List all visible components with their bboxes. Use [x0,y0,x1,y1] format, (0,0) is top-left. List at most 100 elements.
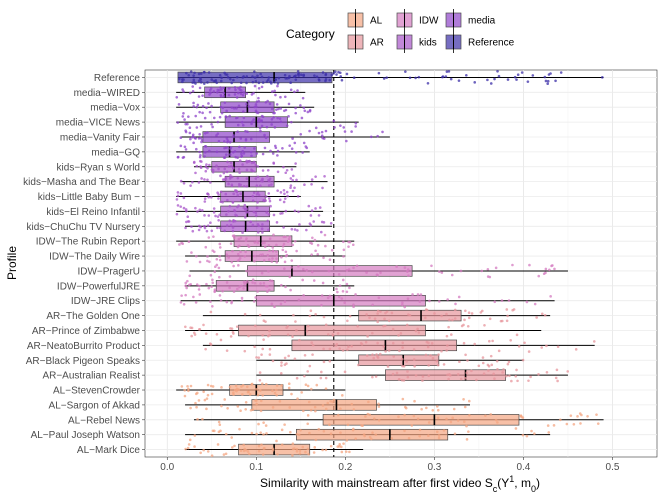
data-point [305,228,308,232]
data-point [305,268,309,272]
data-point [257,81,261,85]
data-point [195,405,198,409]
data-point [525,434,529,438]
data-point [186,384,189,388]
data-point [276,189,279,192]
data-point [260,119,264,122]
data-point [345,139,348,143]
data-point [514,375,518,378]
data-point [412,348,416,351]
data-point [213,270,217,274]
data-point [216,132,220,135]
data-point [184,148,188,151]
data-point [509,338,512,342]
data-point [272,213,276,217]
data-point [514,427,518,430]
x-axis-title-close: ) [536,476,540,490]
data-point [267,213,271,216]
data-point [317,214,321,217]
data-point [204,165,208,169]
data-point [433,312,436,315]
data-point [206,178,209,182]
data-point [416,327,419,331]
data-point [545,370,549,374]
data-point [431,408,435,412]
data-point [198,208,202,212]
data-point [229,223,233,227]
data-point [203,398,207,402]
data-point [576,415,579,418]
data-point [251,278,255,282]
data-point [189,137,192,141]
data-point [343,301,346,305]
data-point [424,316,427,320]
data-point [179,205,183,208]
data-point [243,207,247,211]
data-point [215,90,219,94]
data-point [377,296,381,300]
data-point [420,407,423,411]
data-point [306,447,310,451]
box [202,131,271,143]
data-point [260,75,264,79]
data-point [437,434,441,437]
y-tick-label: AR−NeatoBurrito Product [27,341,140,352]
data-point [195,105,199,109]
data-point [210,196,213,199]
data-point [268,249,271,252]
data-point [479,311,483,314]
data-point [242,443,246,447]
data-point [546,79,550,83]
data-point [348,450,351,454]
data-point [401,301,404,305]
data-point [202,70,206,74]
data-point [430,264,433,268]
data-point [249,137,253,141]
data-point [341,278,345,282]
plot-panel [144,69,658,458]
data-point [283,73,287,77]
data-point [367,400,370,404]
data-point [270,279,274,283]
data-point [228,177,232,180]
data-point [313,446,317,449]
data-point [240,152,243,156]
data-point [254,177,258,180]
data-point [339,75,343,78]
data-point [182,302,186,306]
data-point [261,347,265,351]
data-point [197,95,201,98]
data-point [486,268,490,271]
data-point [222,140,226,143]
data-point [177,103,181,106]
data-point [533,302,537,306]
data-point [206,81,209,84]
data-point [507,360,511,364]
data-point [287,102,291,106]
data-point [371,303,374,307]
data-point [244,407,247,411]
data-point [251,281,254,284]
data-point [391,372,395,376]
data-point [327,333,330,336]
data-point [244,216,247,219]
data-point [250,154,253,158]
data-point [235,214,239,217]
data-point [344,450,348,453]
data-point [253,254,257,258]
data-point [261,223,264,226]
data-point [276,154,279,157]
legend-title: Category [286,27,335,41]
data-point [537,372,540,376]
data-point [448,373,451,376]
data-point [463,420,466,424]
data-point [264,100,268,104]
data-point [294,162,297,165]
data-point [289,177,293,180]
data-point [179,179,183,183]
data-point [494,266,498,270]
data-point [272,116,275,119]
data-point [229,335,233,338]
data-point [527,379,530,383]
data-point [310,387,313,391]
